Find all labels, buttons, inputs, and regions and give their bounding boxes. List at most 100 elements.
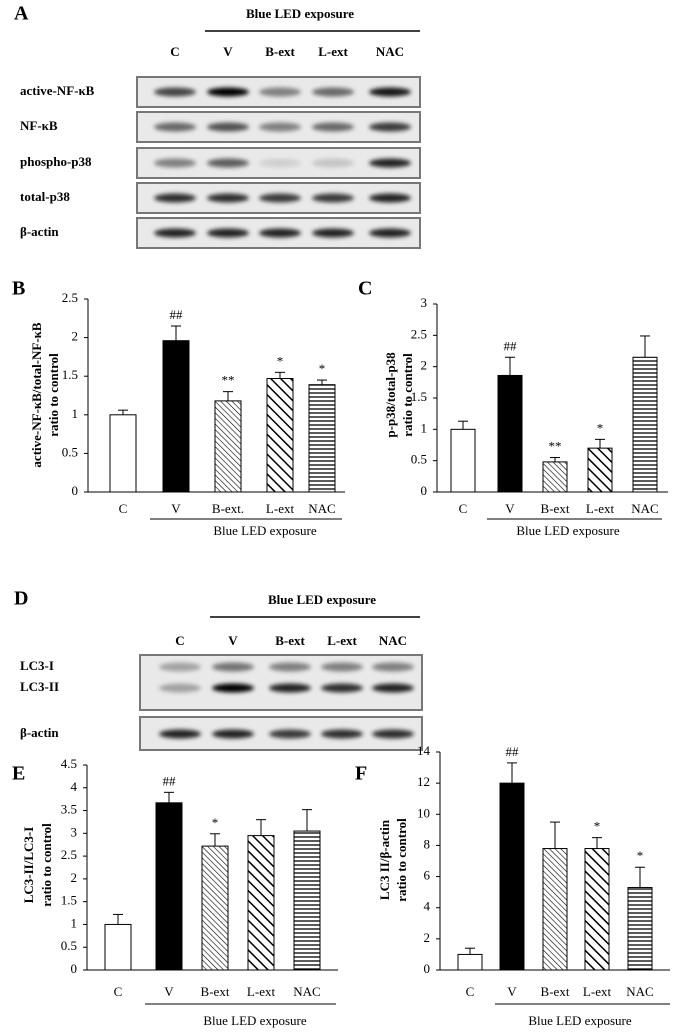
significance-label: ** xyxy=(222,373,235,388)
row-label: NF-κB xyxy=(20,118,58,133)
y-tick-label: 3 xyxy=(421,295,428,310)
row-label: β-actin xyxy=(20,224,59,239)
band xyxy=(207,228,249,238)
y-tick-label: 0 xyxy=(72,483,79,498)
band xyxy=(154,87,196,97)
x-tick-label: V xyxy=(171,501,181,516)
lane-label: B-ext xyxy=(275,633,305,648)
y-tick-label: 1.5 xyxy=(61,893,77,908)
y-tick-label: 14 xyxy=(417,743,431,758)
x-tick-label: NAC xyxy=(308,501,335,516)
x-tick-label: C xyxy=(114,984,123,999)
significance-label: ## xyxy=(506,744,520,759)
x-tick-label: NAC xyxy=(631,501,658,516)
y-tick-label: 2.5 xyxy=(62,290,78,305)
band xyxy=(369,87,411,97)
band xyxy=(212,729,254,739)
band xyxy=(312,158,354,168)
band xyxy=(372,729,414,739)
y-axis-label: ratio to control xyxy=(46,353,61,437)
band xyxy=(259,122,301,132)
lane-label: C xyxy=(175,633,184,648)
bar xyxy=(201,845,229,971)
y-tick-label: 4 xyxy=(71,779,78,794)
y-tick-label: 0 xyxy=(421,483,428,498)
band xyxy=(154,228,196,238)
y-tick-label: 8 xyxy=(424,836,431,851)
significance-label: ## xyxy=(504,338,518,353)
y-axis-label: ratio to control xyxy=(400,353,415,437)
significance-label: * xyxy=(594,819,601,834)
bar xyxy=(308,384,336,493)
significance-label: * xyxy=(319,361,326,376)
band xyxy=(321,729,363,739)
significance-label: * xyxy=(637,848,644,863)
band xyxy=(259,158,301,168)
group-label: Blue LED exposure xyxy=(246,6,354,21)
row-label: total-p38 xyxy=(20,189,70,204)
significance-label: ** xyxy=(549,439,562,454)
y-tick-label: 1 xyxy=(71,915,78,930)
group-label: Blue LED exposure xyxy=(203,1013,306,1028)
band xyxy=(269,662,311,672)
band xyxy=(154,158,196,168)
y-axis-label: LC3-II/LC3-I xyxy=(21,827,36,904)
x-tick-label: C xyxy=(466,984,475,999)
bar xyxy=(584,848,610,971)
band xyxy=(312,193,354,203)
y-tick-label: 0.5 xyxy=(61,938,77,953)
group-label: Blue LED exposure xyxy=(213,523,316,538)
y-tick-label: 1 xyxy=(72,406,79,421)
y-tick-label: 1.5 xyxy=(62,367,78,382)
band xyxy=(321,662,363,672)
significance-label: ## xyxy=(170,307,184,322)
band xyxy=(159,683,201,693)
band xyxy=(312,122,354,132)
x-tick-label: L-ext xyxy=(586,501,615,516)
y-tick-label: 3 xyxy=(71,824,78,839)
row-label: β-actin xyxy=(20,725,59,740)
row-label: active-NF-κB xyxy=(20,83,95,98)
band xyxy=(154,193,196,203)
band xyxy=(372,662,414,672)
lane-label: L-ext xyxy=(318,44,348,59)
band xyxy=(207,122,249,132)
x-tick-label: V xyxy=(505,501,515,516)
row-label: phospho-p38 xyxy=(20,154,92,169)
band xyxy=(212,662,254,672)
y-tick-label: 6 xyxy=(424,868,431,883)
y-tick-label: 2 xyxy=(71,870,78,885)
bar xyxy=(109,414,137,493)
bar xyxy=(266,378,294,493)
lane-label: L-ext xyxy=(327,633,357,648)
bar xyxy=(542,848,568,971)
y-tick-label: 4.5 xyxy=(61,756,77,771)
x-tick-label: B-ext xyxy=(541,501,570,516)
y-tick-label: 10 xyxy=(417,805,430,820)
lane-label: NAC xyxy=(379,633,407,648)
row-label: LC3-II xyxy=(20,679,59,694)
lane-label: NAC xyxy=(376,44,404,59)
bar xyxy=(542,461,568,493)
band xyxy=(369,193,411,203)
x-tick-label: V xyxy=(507,984,517,999)
bar xyxy=(497,374,523,493)
group-label: Blue LED exposure xyxy=(528,1013,631,1028)
lane-label: V xyxy=(223,44,233,59)
bar xyxy=(247,835,275,971)
y-axis-label: active-NF-κB/total-NF-κB xyxy=(29,322,44,467)
band xyxy=(154,122,196,132)
y-tick-label: 3.5 xyxy=(61,802,77,817)
x-tick-label: L-ext xyxy=(247,984,276,999)
bar xyxy=(214,400,242,493)
band xyxy=(259,87,301,97)
x-tick-label: NAC xyxy=(626,984,653,999)
bar xyxy=(499,782,525,971)
x-tick-label: B-ext. xyxy=(212,501,244,516)
y-tick-label: 2 xyxy=(72,329,79,344)
band xyxy=(312,228,354,238)
band xyxy=(159,729,201,739)
row-label: LC3-I xyxy=(20,658,54,673)
x-tick-label: B-ext xyxy=(201,984,230,999)
